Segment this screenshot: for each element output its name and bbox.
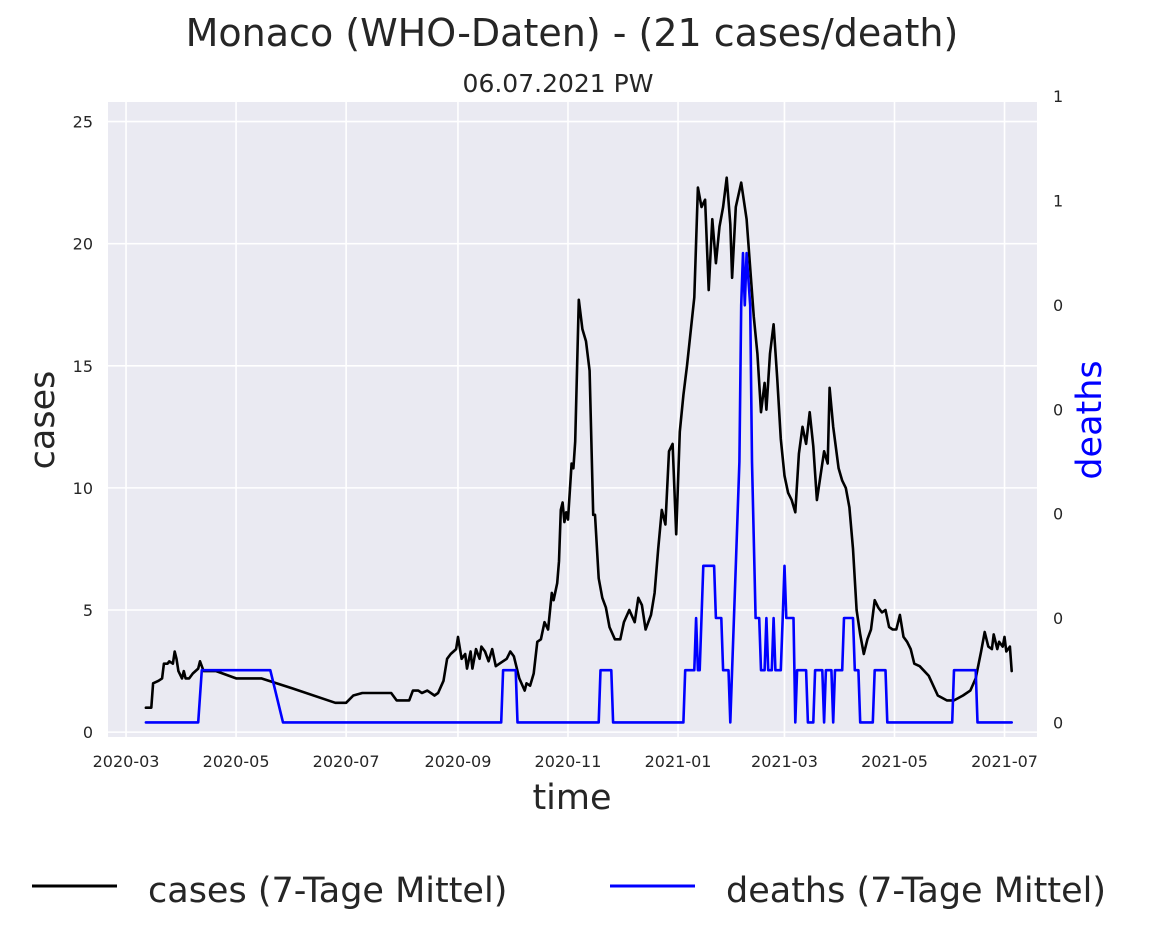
chart-title: Monaco (WHO-Daten) - (21 cases/death) (186, 11, 959, 55)
y2-tick-label: 0 (1053, 609, 1063, 628)
x-tick-labels: 2020-03 2020-05 2020-07 2020-09 2020-11 2021-… (93, 752, 1038, 771)
series-line-cases (144, 176, 1014, 710)
x-tick-label: 2021-05 (861, 752, 928, 771)
y2-tick-label: 1 (1053, 87, 1063, 106)
y-tick-label: 5 (83, 601, 93, 620)
chart-subtitle: 06.07.2021 PW (463, 69, 654, 98)
y2-tick-label: 0 (1053, 400, 1063, 419)
x-tick-label: 2020-07 (313, 752, 380, 771)
x-tick-label: 2021-01 (645, 752, 712, 771)
y-tick-label: 10 (73, 479, 93, 498)
x-tick-label: 2020-03 (93, 752, 160, 771)
y2-axis-label: deaths (1070, 360, 1110, 479)
y-tick-labels: 0 5 10 15 20 25 (73, 113, 93, 743)
legend-label-deaths: deaths (7-Tage Mittel) (726, 871, 1106, 911)
x-tick-label: 2021-07 (971, 752, 1038, 771)
y-tick-label: 0 (83, 723, 93, 742)
y-tick-label: 25 (73, 113, 93, 132)
y-tick-label: 15 (73, 357, 93, 376)
y2-tick-label: 1 (1053, 192, 1063, 211)
x-tick-label: 2020-05 (203, 752, 270, 771)
x-tick-label: 2021-03 (751, 752, 818, 771)
y-gridlines (108, 120, 1037, 733)
y-tick-label: 20 (73, 235, 93, 254)
series-line-deaths (144, 251, 1014, 724)
y-axis-label: cases (23, 371, 63, 470)
y2-tick-label: 0 (1053, 713, 1063, 732)
plot-background (108, 102, 1037, 737)
x-tick-label: 2020-09 (425, 752, 492, 771)
y2-tick-label: 0 (1053, 296, 1063, 315)
x-tick-label: 2020-11 (535, 752, 602, 771)
legend: cases (7-Tage Mittel) deaths (7-Tage Mit… (32, 871, 1106, 911)
series-layer (144, 176, 1014, 724)
legend-label-cases: cases (7-Tage Mittel) (148, 871, 507, 911)
y2-tick-label: 0 (1053, 505, 1063, 524)
x-axis-label: time (532, 778, 611, 818)
x-gridlines (125, 102, 1006, 737)
y2-tick-labels: 0 0 0 0 0 1 1 (1053, 87, 1063, 732)
